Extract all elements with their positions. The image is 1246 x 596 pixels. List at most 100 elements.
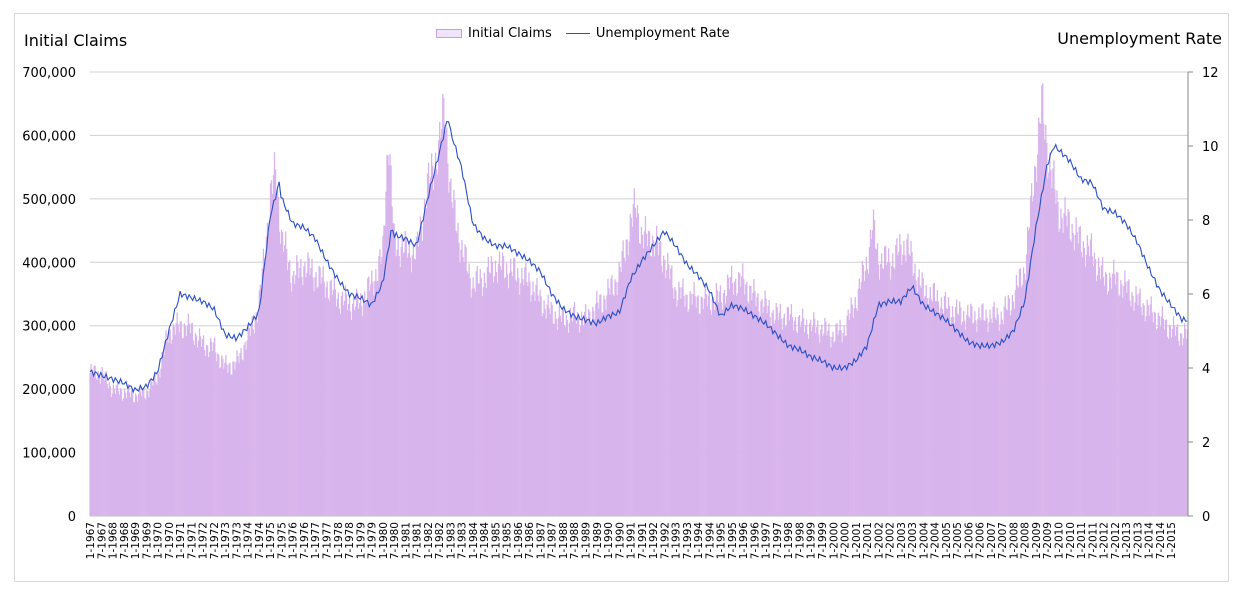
x-axis-ticks: 1-1967 7-1967 1-1968 7-1968 1-1969 7-1969 1-19… xyxy=(85,522,1178,560)
initial-claims-bar xyxy=(1007,295,1009,516)
right-axis-ticks: 0 2 4 6 8 10 12 xyxy=(1187,66,1219,525)
initial-claims-bar xyxy=(1059,228,1061,516)
initial-claims-bar xyxy=(117,390,120,516)
initial-claims-bar xyxy=(597,302,599,516)
x-tick-label: 7-2003 xyxy=(907,522,919,559)
initial-claims-bar xyxy=(859,289,861,516)
initial-claims-bar xyxy=(716,290,719,516)
initial-claims-bar xyxy=(494,260,497,516)
initial-claims-bar xyxy=(293,271,295,516)
initial-claims-bar xyxy=(1031,201,1034,516)
initial-claims-bar xyxy=(371,270,373,516)
initial-claims-bar xyxy=(1084,266,1086,516)
initial-claims-bar xyxy=(705,294,707,516)
initial-claims-bar xyxy=(1009,315,1011,516)
initial-claims-bar xyxy=(799,326,802,516)
initial-claims-bar xyxy=(417,246,420,516)
x-tick-label: 1-1992 xyxy=(648,522,660,559)
initial-claims-bar xyxy=(676,306,678,516)
initial-claims-bar xyxy=(454,200,456,516)
initial-claims-bar xyxy=(776,307,778,516)
initial-claims-bar xyxy=(617,282,619,516)
initial-claims-bar xyxy=(243,345,245,516)
initial-claims-bar xyxy=(129,397,132,516)
initial-claims-bar xyxy=(318,265,320,516)
initial-claims-bar xyxy=(349,311,352,516)
initial-claims-bar xyxy=(118,394,121,516)
initial-claims-bar xyxy=(534,300,536,516)
initial-claims-bar xyxy=(294,283,296,516)
initial-claims-bar xyxy=(1133,310,1135,516)
initial-claims-bar xyxy=(1083,247,1085,516)
x-tick-label: 7-1983 xyxy=(457,522,469,559)
initial-claims-bar xyxy=(466,271,468,516)
initial-claims-bar xyxy=(227,372,229,516)
initial-claims-bar xyxy=(326,281,328,516)
initial-claims-bar xyxy=(455,230,457,516)
right-tick-label: 8 xyxy=(1202,214,1210,229)
initial-claims-bar xyxy=(95,378,97,516)
initial-claims-bar xyxy=(319,267,321,516)
initial-claims-bar xyxy=(948,305,951,516)
initial-claims-bar xyxy=(503,278,506,516)
initial-claims-bar xyxy=(677,300,679,516)
initial-claims-bar xyxy=(401,237,403,516)
initial-claims-bar xyxy=(505,263,508,516)
initial-claims-bar xyxy=(775,302,777,516)
initial-claims-bar xyxy=(1177,340,1180,516)
x-tick-label: 1-1988 xyxy=(558,522,570,559)
initial-claims-bar xyxy=(991,323,993,516)
initial-claims-bar xyxy=(996,307,998,516)
initial-claims-bar xyxy=(1065,216,1067,516)
x-tick-label: 7-1970 xyxy=(164,522,176,559)
initial-claims-bar xyxy=(607,279,609,516)
initial-claims-bar xyxy=(998,330,1000,516)
initial-claims-bar xyxy=(178,332,180,516)
initial-claims-bar xyxy=(575,323,578,516)
initial-claims-bar xyxy=(692,293,694,516)
initial-claims-bar xyxy=(673,298,675,516)
x-tick-label: 7-1979 xyxy=(367,522,379,559)
initial-claims-bar xyxy=(688,309,690,516)
initial-claims-bar xyxy=(1181,345,1184,516)
initial-claims-bar xyxy=(670,268,672,516)
initial-claims-bar xyxy=(1148,315,1150,516)
initial-claims-bar xyxy=(219,368,221,516)
x-tick-label: 7-2005 xyxy=(952,522,964,559)
initial-claims-bar xyxy=(162,352,164,516)
initial-claims-bar xyxy=(659,242,661,517)
initial-claims-bar xyxy=(777,319,779,516)
initial-claims-bar xyxy=(202,335,205,516)
initial-claims-bar xyxy=(281,232,284,517)
initial-claims-bar xyxy=(972,323,974,516)
initial-claims-bar xyxy=(1171,328,1174,516)
legend-label-unemployment-rate: Unemployment Rate xyxy=(595,26,730,41)
initial-claims-bar xyxy=(240,347,242,516)
initial-claims-bar xyxy=(711,298,714,516)
x-tick-label: 1-1987 xyxy=(535,522,547,559)
initial-claims-bar xyxy=(620,272,622,516)
initial-claims-bar xyxy=(141,395,143,516)
initial-claims-bar xyxy=(394,233,396,516)
initial-claims-bar xyxy=(1174,335,1177,516)
initial-claims-bar xyxy=(1026,226,1029,516)
initial-claims-bar xyxy=(142,388,144,516)
initial-claims-bar xyxy=(907,233,909,516)
initial-claims-bar xyxy=(230,374,232,516)
initial-claims-bar xyxy=(108,381,110,516)
x-tick-label: 1-1998 xyxy=(783,522,795,559)
initial-claims-bar xyxy=(1137,305,1139,516)
initial-claims-bar xyxy=(873,220,876,516)
initial-claims-bar xyxy=(465,247,467,517)
initial-claims-bar xyxy=(968,316,970,516)
initial-claims-bar xyxy=(91,371,93,516)
x-tick-label: 7-1972 xyxy=(209,522,221,559)
x-tick-label: 1-2010 xyxy=(1053,522,1065,559)
initial-claims-bar xyxy=(497,263,500,516)
initial-claims-bar xyxy=(172,323,174,516)
initial-claims-bar xyxy=(136,395,138,516)
initial-claims-bar xyxy=(904,255,906,517)
initial-claims-bar xyxy=(1102,277,1105,516)
x-tick-label: 7-2002 xyxy=(885,522,897,559)
initial-claims-bar xyxy=(589,311,591,516)
